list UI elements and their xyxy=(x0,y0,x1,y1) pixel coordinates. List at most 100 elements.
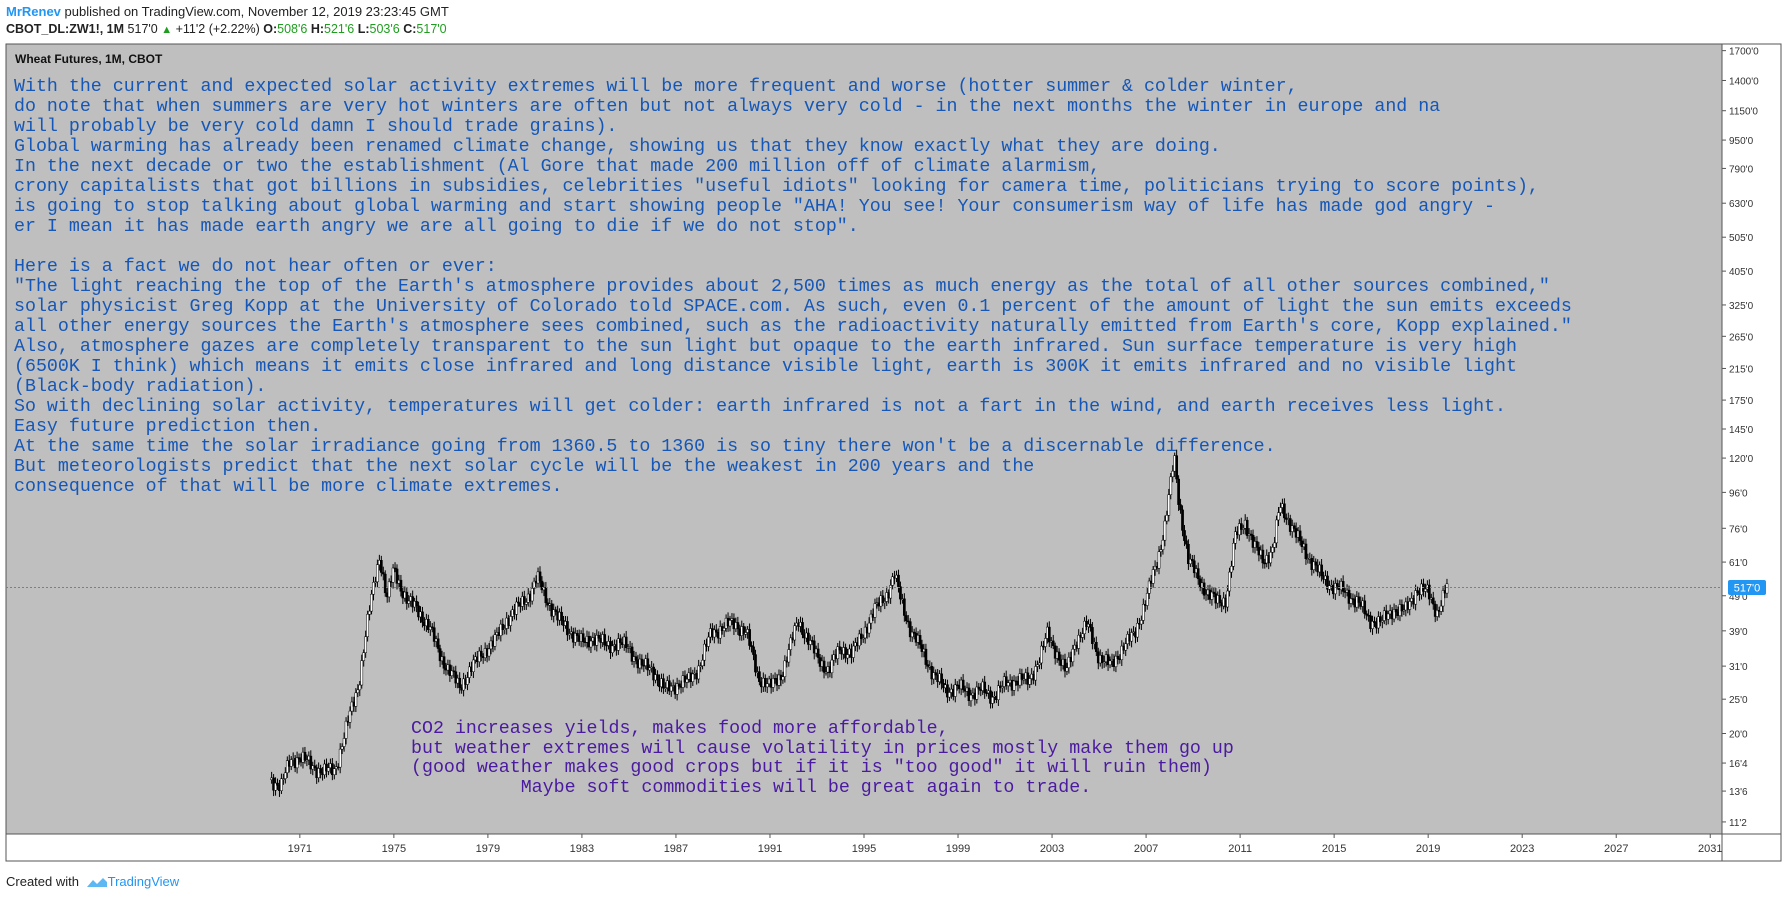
plot-area[interactable] xyxy=(5,43,1723,835)
open-value: 508'6 xyxy=(277,22,308,36)
candle-body xyxy=(926,664,930,667)
candle-body xyxy=(522,596,526,605)
low-label: L: xyxy=(357,22,370,36)
candle-body xyxy=(1116,655,1120,659)
candle-body xyxy=(554,609,558,612)
candle-body xyxy=(538,571,542,582)
candle-body xyxy=(575,633,579,636)
candle-body xyxy=(1175,455,1178,480)
candle-body xyxy=(752,646,755,655)
candle-body xyxy=(568,633,571,636)
x-tick-label: 2015 xyxy=(1322,843,1346,855)
candle-body xyxy=(1288,518,1292,532)
candle-body xyxy=(1402,609,1406,612)
candle-body xyxy=(1120,645,1124,660)
candle-body xyxy=(1261,549,1265,564)
y-tick-label: 49'0 xyxy=(1729,592,1748,603)
candle-body xyxy=(603,634,606,646)
annotation-bottom[interactable]: CO2 increases yields, makes food more af… xyxy=(411,719,1234,798)
candle-body xyxy=(1063,658,1067,672)
candle-body xyxy=(754,654,757,673)
candle-body xyxy=(428,626,432,630)
candle-body xyxy=(912,631,916,634)
candle-body xyxy=(364,636,368,653)
candle-body xyxy=(417,605,420,618)
price-axis[interactable] xyxy=(1721,43,1782,835)
candle-body xyxy=(1141,604,1145,621)
candle-body xyxy=(889,585,892,599)
candle-body xyxy=(1161,539,1165,550)
candle-body xyxy=(305,759,309,762)
candle-body xyxy=(1038,662,1041,666)
candle-body xyxy=(1167,494,1171,516)
candle-body xyxy=(781,676,785,681)
candle-body xyxy=(372,582,375,595)
candle-body xyxy=(479,650,483,657)
candle-body xyxy=(1114,655,1118,667)
candle-body xyxy=(1424,588,1427,592)
candle-body xyxy=(340,746,344,750)
candle-body xyxy=(560,611,563,621)
candle-body xyxy=(771,678,775,688)
y-tick-label: 1400'0 xyxy=(1729,76,1759,87)
high-value: 521'6 xyxy=(324,22,355,36)
candle-body xyxy=(883,601,887,604)
tradingview-brand-link[interactable]: TradingView xyxy=(107,874,180,889)
author-name[interactable]: MrRenev xyxy=(6,4,61,19)
annotation-main[interactable]: With the current and expected solar acti… xyxy=(14,77,1572,497)
candle-body xyxy=(975,686,979,700)
y-tick-label: 325'0 xyxy=(1729,301,1754,312)
candle-body xyxy=(669,685,673,692)
candle-body xyxy=(707,636,710,647)
candle-body xyxy=(1171,470,1175,478)
time-axis[interactable] xyxy=(5,833,1723,862)
candle-body xyxy=(1320,564,1323,577)
candle-body xyxy=(283,772,287,779)
candle-body xyxy=(812,640,816,654)
candle-body xyxy=(530,588,534,602)
candle-body xyxy=(1004,676,1008,687)
candle-body xyxy=(763,677,767,688)
candle-body xyxy=(1380,620,1384,623)
candle-body xyxy=(493,634,497,647)
candle-body xyxy=(1081,633,1084,638)
candle-body xyxy=(1349,598,1353,604)
candle-body xyxy=(1212,591,1216,594)
candle-body xyxy=(332,768,336,776)
y-tick-label: 13'6 xyxy=(1729,787,1748,798)
candle-body xyxy=(379,560,383,573)
candle-body xyxy=(859,633,863,639)
candle-body xyxy=(395,568,399,584)
candle-body xyxy=(1006,682,1010,687)
candle-body xyxy=(448,664,452,676)
y-tick-label: 76'0 xyxy=(1729,524,1748,535)
candle-body xyxy=(1189,558,1192,565)
candle-body xyxy=(618,638,622,643)
candle-body xyxy=(1234,531,1237,544)
candle-body xyxy=(891,576,894,586)
symbol-label: CBOT_DL:ZW1!, 1M xyxy=(6,22,125,36)
candle-body xyxy=(452,670,456,673)
chart-title: Wheat Futures, 1M, CBOT xyxy=(15,52,163,66)
candle-body xyxy=(289,759,293,767)
candle-body xyxy=(697,665,701,680)
candle-body xyxy=(830,659,834,674)
candle-body xyxy=(415,601,418,607)
change-value: +11'2 (+2.22%) xyxy=(175,22,260,36)
candle-body xyxy=(744,632,748,635)
candle-body xyxy=(857,633,861,647)
candle-body xyxy=(701,659,704,667)
candle-body xyxy=(276,782,279,786)
candle-body xyxy=(1065,667,1069,672)
tradingview-logo-icon xyxy=(86,878,107,888)
candle-body xyxy=(1163,520,1167,541)
candle-body xyxy=(1441,590,1445,607)
y-tick-label: 31'0 xyxy=(1729,662,1748,673)
candle-body xyxy=(822,660,826,673)
candle-body xyxy=(789,637,793,650)
candle-body xyxy=(1414,590,1417,605)
candle-body xyxy=(1136,623,1139,638)
candle-body xyxy=(808,640,812,645)
candle-body xyxy=(662,678,665,689)
